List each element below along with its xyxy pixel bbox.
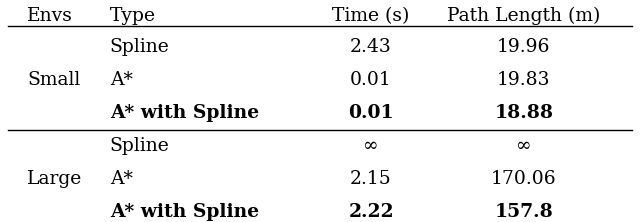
Text: A*: A* xyxy=(109,170,132,188)
Text: 0.01: 0.01 xyxy=(350,71,392,89)
Text: Time (s): Time (s) xyxy=(332,7,410,25)
Text: 2.22: 2.22 xyxy=(348,203,394,221)
Text: Small: Small xyxy=(27,71,80,89)
Text: 19.83: 19.83 xyxy=(497,71,550,89)
Text: 2.43: 2.43 xyxy=(350,38,392,56)
Text: 18.88: 18.88 xyxy=(495,104,554,122)
Text: A* with Spline: A* with Spline xyxy=(109,104,259,122)
Text: 157.8: 157.8 xyxy=(495,203,554,221)
Text: Large: Large xyxy=(27,170,82,188)
Text: Spline: Spline xyxy=(109,137,170,155)
Text: 2.15: 2.15 xyxy=(350,170,392,188)
Text: ∞: ∞ xyxy=(363,137,379,155)
Text: Type: Type xyxy=(109,7,156,25)
Text: Spline: Spline xyxy=(109,38,170,56)
Text: Path Length (m): Path Length (m) xyxy=(447,7,600,25)
Text: Envs: Envs xyxy=(27,7,73,25)
Text: 170.06: 170.06 xyxy=(491,170,557,188)
Text: A* with Spline: A* with Spline xyxy=(109,203,259,221)
Text: A*: A* xyxy=(109,71,132,89)
Text: ∞: ∞ xyxy=(516,137,532,155)
Text: 0.01: 0.01 xyxy=(348,104,394,122)
Text: 19.96: 19.96 xyxy=(497,38,550,56)
